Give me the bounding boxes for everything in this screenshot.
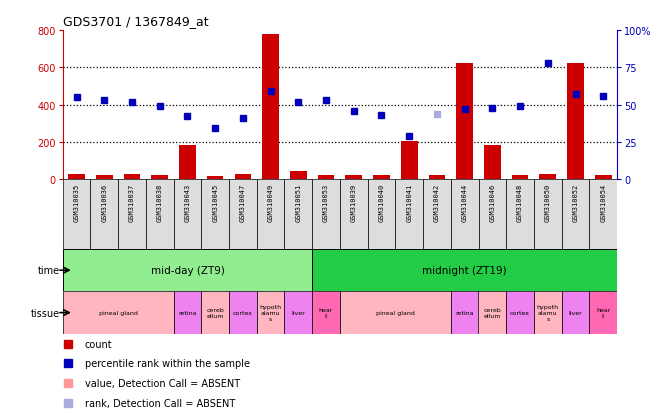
Bar (96, 176, 113, 180)
Bar (534, 180, 562, 250)
Bar (207, 177, 224, 180)
Bar (401, 142, 418, 180)
Bar (229, 291, 257, 335)
Bar (201, 180, 229, 250)
Text: percentile rank within the sample: percentile rank within the sample (85, 358, 250, 368)
Bar (118, 180, 146, 250)
Text: GSM310053: GSM310053 (323, 183, 329, 221)
Text: hear
t: hear t (319, 307, 333, 318)
Bar (284, 291, 312, 335)
Text: mid-day (ZT9): mid-day (ZT9) (150, 266, 224, 275)
Bar (562, 180, 589, 250)
Text: liver: liver (569, 310, 582, 316)
Text: GDS3701 / 1367849_at: GDS3701 / 1367849_at (63, 15, 209, 28)
Text: GSM310054: GSM310054 (600, 183, 607, 221)
Text: GSM310036: GSM310036 (101, 183, 108, 221)
Bar (423, 180, 451, 250)
Bar (151, 176, 168, 180)
Bar (234, 174, 251, 180)
Bar (63, 291, 174, 335)
Bar (589, 180, 617, 250)
Text: GSM310042: GSM310042 (434, 183, 440, 221)
Bar (284, 180, 312, 250)
Bar (451, 291, 478, 335)
Text: GSM310044: GSM310044 (461, 183, 468, 221)
Bar (512, 176, 529, 180)
Bar (63, 180, 90, 250)
Bar (484, 145, 501, 180)
Text: cereb
ellum: cereb ellum (207, 307, 224, 318)
Bar (201, 291, 229, 335)
Bar (257, 180, 284, 250)
Text: hypoth
alamu
s: hypoth alamu s (259, 304, 282, 321)
Bar (589, 291, 617, 335)
Bar (312, 250, 617, 291)
Text: time: time (37, 266, 59, 275)
Bar (456, 64, 473, 180)
Bar (373, 176, 390, 180)
Text: hear
t: hear t (596, 307, 610, 318)
Bar (506, 291, 534, 335)
Text: GSM310045: GSM310045 (212, 183, 218, 221)
Bar (146, 180, 174, 250)
Text: tissue: tissue (30, 308, 59, 318)
Text: GSM310048: GSM310048 (517, 183, 523, 221)
Bar (63, 250, 312, 291)
Text: GSM310041: GSM310041 (406, 183, 412, 221)
Bar (312, 180, 340, 250)
Bar (340, 291, 451, 335)
Bar (478, 291, 506, 335)
Bar (262, 35, 279, 180)
Text: GSM310051: GSM310051 (295, 183, 302, 221)
Text: GSM310038: GSM310038 (156, 183, 163, 221)
Bar (539, 174, 556, 180)
Bar (174, 291, 201, 335)
Text: cortex: cortex (233, 310, 253, 316)
Bar (506, 180, 534, 250)
Bar (174, 180, 201, 250)
Bar (179, 145, 196, 180)
Bar (478, 180, 506, 250)
Bar (290, 171, 307, 180)
Text: GSM310037: GSM310037 (129, 183, 135, 221)
Text: retina: retina (455, 310, 474, 316)
Text: GSM310046: GSM310046 (489, 183, 496, 221)
Text: midnight (ZT19): midnight (ZT19) (422, 266, 507, 275)
Bar (345, 176, 362, 180)
Bar (340, 180, 368, 250)
Bar (90, 180, 118, 250)
Text: rank, Detection Call = ABSENT: rank, Detection Call = ABSENT (85, 398, 235, 408)
Text: GSM310035: GSM310035 (73, 183, 80, 221)
Bar (229, 180, 257, 250)
Text: GSM310039: GSM310039 (350, 183, 357, 221)
Text: cortex: cortex (510, 310, 530, 316)
Text: GSM310050: GSM310050 (544, 183, 551, 221)
Text: GSM310049: GSM310049 (267, 183, 274, 221)
Bar (368, 180, 395, 250)
Bar (257, 291, 284, 335)
Text: GSM310047: GSM310047 (240, 183, 246, 221)
Text: value, Detection Call = ABSENT: value, Detection Call = ABSENT (85, 378, 240, 388)
Bar (123, 175, 141, 180)
Bar (567, 64, 584, 180)
Text: retina: retina (178, 310, 197, 316)
Bar (395, 180, 423, 250)
Text: count: count (85, 339, 112, 349)
Bar (68, 174, 85, 180)
Text: pineal gland: pineal gland (376, 310, 414, 316)
Text: pineal gland: pineal gland (99, 310, 137, 316)
Bar (562, 291, 589, 335)
Text: hypoth
alamu
s: hypoth alamu s (537, 304, 559, 321)
Text: cereb
ellum: cereb ellum (484, 307, 501, 318)
Text: GSM310052: GSM310052 (572, 183, 579, 221)
Text: GSM310040: GSM310040 (378, 183, 385, 221)
Bar (451, 180, 478, 250)
Text: liver: liver (292, 310, 305, 316)
Bar (595, 176, 612, 180)
Bar (317, 176, 335, 180)
Text: GSM310043: GSM310043 (184, 183, 191, 221)
Bar (534, 291, 562, 335)
Bar (312, 291, 340, 335)
Bar (428, 176, 446, 180)
